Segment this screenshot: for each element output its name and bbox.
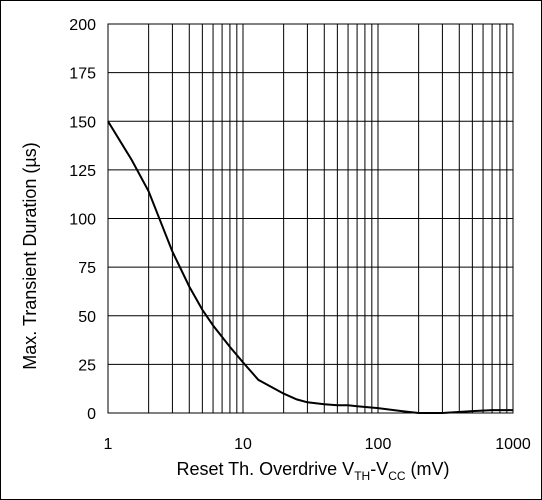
y-tick-label: 175 bbox=[69, 66, 96, 83]
x-tick-label: 1000 bbox=[495, 436, 531, 453]
y-tick-labels: 0 25 50 75 100 125 150 175 200 bbox=[69, 17, 96, 423]
x-axis-label-sub-cc: CC bbox=[388, 469, 406, 483]
x-axis-label: Reset Th. Overdrive VTH-VCC (mV) bbox=[176, 459, 449, 483]
y-tick-label: 25 bbox=[78, 357, 96, 374]
x-tick-label: 10 bbox=[234, 436, 252, 453]
y-tick-label: 50 bbox=[78, 309, 96, 326]
plot-area bbox=[107, 23, 514, 414]
x-tick-label: 1 bbox=[104, 436, 113, 453]
x-axis-label-sub-th: TH bbox=[354, 469, 370, 483]
x-tick-label: 100 bbox=[365, 436, 392, 453]
y-axis-label: Max. Transient Duration (µs) bbox=[20, 142, 40, 369]
x-tick-labels: 1 10 100 1000 bbox=[104, 436, 531, 453]
x-axis-label-suffix: (mV) bbox=[406, 459, 450, 479]
y-tick-label: 150 bbox=[69, 114, 96, 131]
y-tick-label: 125 bbox=[69, 163, 96, 180]
y-tick-label: 0 bbox=[87, 406, 96, 423]
series-line bbox=[107, 120, 513, 414]
y-tick-label: 100 bbox=[69, 212, 96, 229]
y-tick-label: 75 bbox=[78, 260, 96, 277]
x-axis-label-mid: -V bbox=[370, 459, 388, 479]
y-tick-label: 200 bbox=[69, 17, 96, 34]
x-axis-label-prefix: Reset Th. Overdrive V bbox=[176, 459, 354, 479]
y-gridlines bbox=[108, 72, 513, 365]
